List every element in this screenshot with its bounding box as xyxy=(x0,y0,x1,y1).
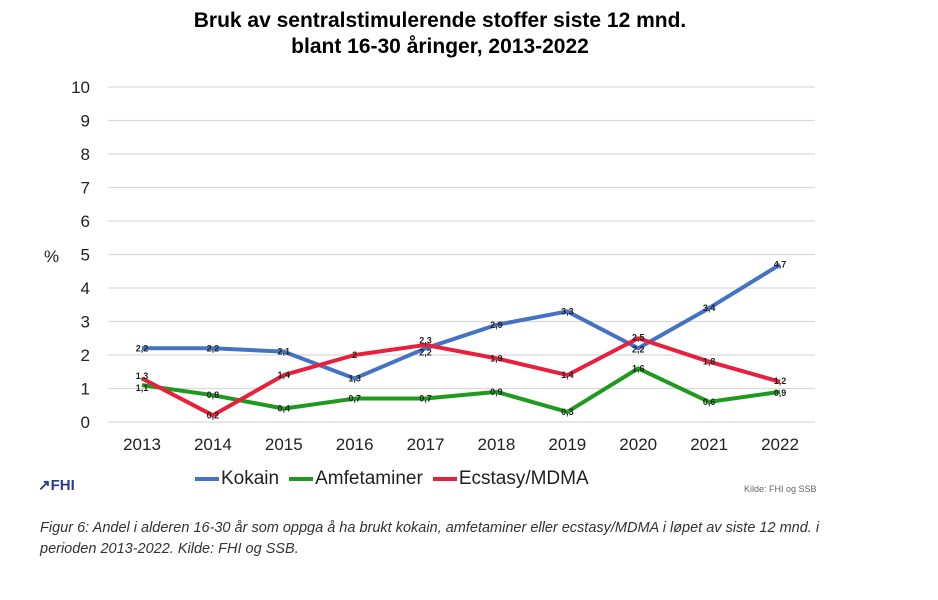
data-label: 0,4 xyxy=(278,404,291,414)
y-tick-label: 0 xyxy=(81,413,90,432)
x-tick-label: 2014 xyxy=(194,435,232,454)
data-label: 4,7 xyxy=(774,260,787,270)
logo-icon: ↗ xyxy=(38,477,51,494)
x-tick-label: 2022 xyxy=(761,435,799,454)
y-tick-label: 1 xyxy=(81,380,90,399)
chart-title: Bruk av sentralstimulerende stoffer sist… xyxy=(60,8,820,60)
data-label: 2,2 xyxy=(419,348,432,358)
data-label: 0,7 xyxy=(419,394,432,404)
y-tick-label: 10 xyxy=(71,78,90,97)
y-tick-label: 8 xyxy=(81,145,90,164)
data-label: 2,5 xyxy=(632,332,645,342)
data-label: 1,2 xyxy=(774,376,787,386)
legend-item: Ecstasy/MDMA xyxy=(432,468,589,490)
data-label: 1,6 xyxy=(632,363,645,373)
x-tick-label: 2015 xyxy=(265,435,303,454)
data-label: 2,2 xyxy=(207,343,220,353)
x-tick-label: 2018 xyxy=(478,435,516,454)
data-label: 1,4 xyxy=(561,370,574,380)
legend-item: Amfetaminer xyxy=(289,468,423,490)
x-tick-label: 2013 xyxy=(123,435,161,454)
y-tick-label: 2 xyxy=(81,346,90,365)
y-tick-label: 6 xyxy=(81,212,90,231)
legend-swatch xyxy=(195,477,219,481)
legend-label: Amfetaminer xyxy=(315,468,423,489)
data-label: 1,3 xyxy=(348,373,361,383)
legend: Kokain Amfetaminer Ecstasy/MDMA xyxy=(195,468,589,490)
y-tick-label: 9 xyxy=(81,112,90,131)
data-label: 2,3 xyxy=(419,336,432,346)
legend-item: Kokain xyxy=(195,468,279,490)
title-line-2: blant 16-30 åringer, 2013-2022 xyxy=(291,35,589,58)
y-tick-label: 3 xyxy=(81,313,90,332)
data-label: 0,2 xyxy=(207,410,220,420)
data-label: 2,2 xyxy=(632,344,645,354)
legend-label: Ecstasy/MDMA xyxy=(458,468,589,489)
data-label: 2,2 xyxy=(136,343,149,353)
series-line-kokain xyxy=(142,262,782,381)
data-label: 0,9 xyxy=(490,387,503,397)
figure-caption: Figur 6: Andel i alderen 16-30 år som op… xyxy=(40,520,820,557)
data-label: 0,9 xyxy=(774,388,787,398)
legend-swatch xyxy=(432,477,457,481)
fhi-logo: ↗FHI xyxy=(38,476,75,494)
x-tick-label: 2021 xyxy=(690,435,728,454)
data-label: 2,1 xyxy=(278,347,291,357)
data-label: 1,9 xyxy=(490,353,503,363)
data-label: 2 xyxy=(352,350,357,360)
title-line-1: Bruk av sentralstimulerende stoffer sist… xyxy=(193,9,687,32)
data-label: 0,7 xyxy=(348,394,361,404)
data-label: 3,3 xyxy=(561,306,574,316)
x-tick-label: 2019 xyxy=(548,435,586,454)
line-chart: 0 1 2 3 4 5 6 7 8 9 10% 2013 2014 2015 2016 2017 2018 201… xyxy=(44,78,815,454)
data-label: 0,8 xyxy=(207,390,220,400)
logo-text: FHI xyxy=(50,477,75,494)
series-line-amfetaminer xyxy=(141,366,781,414)
data-label: 1,3 xyxy=(136,371,149,381)
legend-label: Kokain xyxy=(221,468,280,489)
data-label: 1,1 xyxy=(136,383,149,393)
legend-swatch xyxy=(289,477,314,481)
x-tick-label: 2017 xyxy=(407,435,445,454)
y-tick-label: 5 xyxy=(81,246,90,265)
x-tick-label: 2020 xyxy=(619,435,657,454)
series-line-ecstasymdma xyxy=(141,336,781,418)
data-label: 1,4 xyxy=(278,370,291,380)
data-label: 1,8 xyxy=(703,357,716,367)
x-tick-label: 2016 xyxy=(336,435,374,454)
y-tick-label: 4 xyxy=(81,279,90,298)
data-label: 2,9 xyxy=(490,320,503,330)
source-note: Kilde: FHI og SSB xyxy=(744,484,817,494)
data-label: 3,4 xyxy=(703,303,716,313)
data-label: 0,3 xyxy=(561,407,574,417)
data-label: 0,6 xyxy=(703,397,716,407)
y-tick-label: 7 xyxy=(81,179,90,198)
y-axis-label: % xyxy=(44,247,59,266)
